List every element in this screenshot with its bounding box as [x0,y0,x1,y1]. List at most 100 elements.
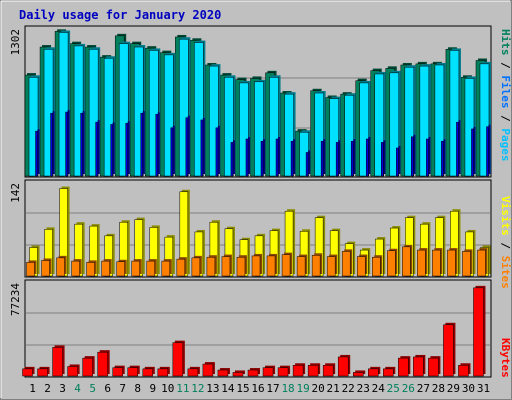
pages-bar [441,139,446,177]
sites-bar [372,255,383,277]
files-bar [254,79,266,177]
y-max-label: 142 [9,183,22,203]
x-tick-label: 29 [447,382,460,395]
sites-bar [447,248,458,277]
kbytes-bar [368,366,381,377]
sites-bar [432,248,443,277]
pages-bar [200,117,205,177]
kbytes-bar [292,363,306,377]
y-max-label: 77234 [9,283,22,316]
sites-bar [311,253,323,277]
sites-bar [236,255,247,277]
pages-bar [305,150,311,177]
legend-hits: Hits [499,29,512,56]
files-bar [58,30,71,177]
pages-bar [290,139,296,177]
files-bar [118,41,131,177]
files-bar [374,71,386,177]
files-bar [239,80,251,177]
kbytes-bar [22,366,35,377]
kbytes-bar [247,368,260,377]
sites-bar [417,248,428,277]
sites-bar [26,260,37,277]
pages-bar [260,139,265,177]
x-tick-label: 3 [59,382,66,395]
visits-sites-panel: 142 Visits / Sites [9,179,512,289]
legend-files: Files [499,75,512,108]
kbytes-panel: 77234 KBytes [9,279,512,378]
kbytes-bar [232,370,245,377]
sites-bar [146,259,157,277]
x-tick-label: 6 [104,382,111,395]
kbytes-bar [413,354,426,377]
sites-bar [101,259,112,277]
x-tick-label: 28 [432,382,445,395]
pages-bar [170,125,175,177]
x-tick-label: 2 [44,382,51,395]
hits-files-pages-panel: 1302 Hits / Files / Pages [9,25,512,178]
files-bar [88,47,101,177]
sites-bar [356,254,368,277]
kbytes-bar [52,345,65,377]
files-bar [359,80,371,177]
pages-bar [110,122,115,177]
chart-title: Daily usage for January 2020 [19,8,221,22]
kbytes-bar [458,363,471,377]
x-tick-label: 27 [417,382,430,395]
x-tick-label: 13 [206,382,219,395]
legend-visits: Visits [499,196,512,236]
files-bar [284,92,296,177]
kbytes-bar [217,368,230,377]
legend-pages: Pages [499,128,512,161]
pages-bar [396,145,401,177]
files-bar [103,56,116,177]
kbytes-bar [473,285,486,377]
pages-bar [275,136,281,177]
pages-bar [185,115,190,177]
sites-bar [56,255,67,277]
x-tick-label: 5 [89,382,96,395]
kbytes-bar [277,365,291,377]
y-max-label: 1302 [9,29,22,56]
sites-bar [296,254,308,277]
files-bar [28,75,41,177]
files-bar [449,48,461,177]
files-bar [434,62,446,177]
files-bar [209,64,221,177]
x-tick-label: 18 [281,382,294,395]
x-tick-label: 16 [251,382,264,395]
kbytes-bar [187,366,200,377]
sites-bar [266,253,278,277]
pages-bar [365,136,371,177]
bars [26,186,491,277]
kbytes-bar [37,366,50,377]
sites-bar [206,255,217,277]
kbytes-bar [443,322,456,377]
kbytes-bar [172,340,185,377]
x-tick-label: 22 [342,382,355,395]
sites-bar [251,253,262,277]
x-tick-label: 25 [387,382,400,395]
x-tick-label: 14 [221,382,235,395]
pages-bar [350,139,356,177]
kbytes-bar [157,366,170,377]
x-tick-label: 31 [477,382,490,395]
files-bar [179,37,191,177]
pages-bar [125,121,130,177]
files-bar [419,64,431,177]
sites-bar [387,248,398,277]
kbytes-bar [262,365,276,377]
bars [24,29,491,177]
files-bar [314,91,326,177]
kbytes-bar [67,364,80,377]
bars [22,285,486,377]
x-tick-label: 1 [29,382,36,395]
kbytes-bar [398,356,411,377]
kbytes-bar [97,350,110,377]
pages-bar [80,111,85,177]
pages-bar [486,124,491,177]
x-tick-label: 23 [357,382,370,395]
kbytes-bar [82,356,95,377]
pages-bar [426,136,431,177]
